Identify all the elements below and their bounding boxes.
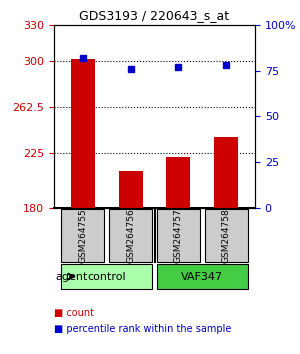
Text: ■ count: ■ count [54,308,94,318]
FancyBboxPatch shape [109,209,152,262]
Text: GSM264757: GSM264757 [174,208,183,263]
Bar [71,59,95,208]
Text: GSM264756: GSM264756 [126,208,135,263]
FancyBboxPatch shape [157,264,248,289]
Text: ■ percentile rank within the sample: ■ percentile rank within the sample [54,324,231,334]
FancyBboxPatch shape [61,209,104,262]
Bar [214,137,238,208]
Text: agent: agent [55,272,87,281]
Text: VAF347: VAF347 [181,272,224,281]
FancyBboxPatch shape [61,264,152,289]
Title: GDS3193 / 220643_s_at: GDS3193 / 220643_s_at [80,9,230,22]
Text: control: control [87,272,126,281]
Text: GSM264758: GSM264758 [222,208,231,263]
FancyBboxPatch shape [205,209,248,262]
Bar [167,156,191,208]
FancyBboxPatch shape [157,209,200,262]
Text: GSM264755: GSM264755 [78,208,87,263]
Bar [118,171,142,208]
